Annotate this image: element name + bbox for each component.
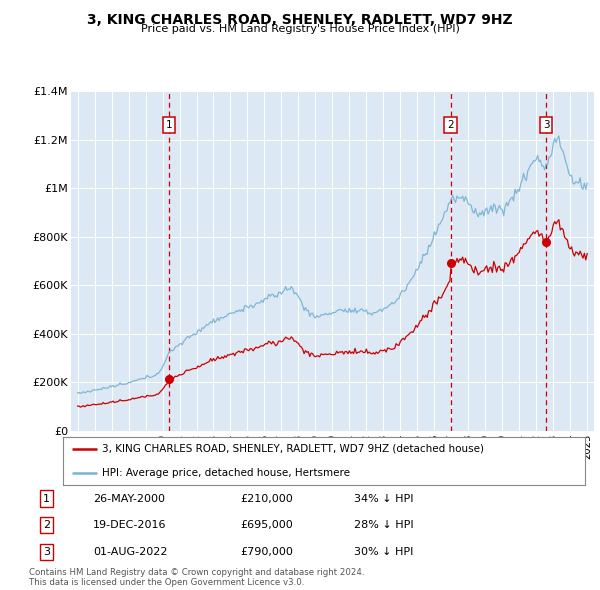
Text: HPI: Average price, detached house, Hertsmere: HPI: Average price, detached house, Hert… (102, 468, 350, 478)
Text: 3, KING CHARLES ROAD, SHENLEY, RADLETT, WD7 9HZ: 3, KING CHARLES ROAD, SHENLEY, RADLETT, … (87, 13, 513, 27)
Text: 26-MAY-2000: 26-MAY-2000 (93, 494, 165, 503)
Text: 1: 1 (43, 494, 50, 503)
Text: 3: 3 (543, 120, 550, 130)
Text: £210,000: £210,000 (240, 494, 293, 503)
Text: £695,000: £695,000 (240, 520, 293, 530)
Text: 34% ↓ HPI: 34% ↓ HPI (354, 494, 413, 503)
Text: 2: 2 (448, 120, 454, 130)
Text: Price paid vs. HM Land Registry's House Price Index (HPI): Price paid vs. HM Land Registry's House … (140, 24, 460, 34)
Text: 3: 3 (43, 547, 50, 556)
Text: 01-AUG-2022: 01-AUG-2022 (93, 547, 167, 556)
Text: This data is licensed under the Open Government Licence v3.0.: This data is licensed under the Open Gov… (29, 578, 304, 587)
Text: 1: 1 (166, 120, 172, 130)
Text: 19-DEC-2016: 19-DEC-2016 (93, 520, 167, 530)
Text: 3, KING CHARLES ROAD, SHENLEY, RADLETT, WD7 9HZ (detached house): 3, KING CHARLES ROAD, SHENLEY, RADLETT, … (102, 444, 484, 454)
Text: £790,000: £790,000 (240, 547, 293, 556)
Text: 30% ↓ HPI: 30% ↓ HPI (354, 547, 413, 556)
Text: 2: 2 (43, 520, 50, 530)
Text: Contains HM Land Registry data © Crown copyright and database right 2024.: Contains HM Land Registry data © Crown c… (29, 568, 364, 577)
Text: 28% ↓ HPI: 28% ↓ HPI (354, 520, 413, 530)
